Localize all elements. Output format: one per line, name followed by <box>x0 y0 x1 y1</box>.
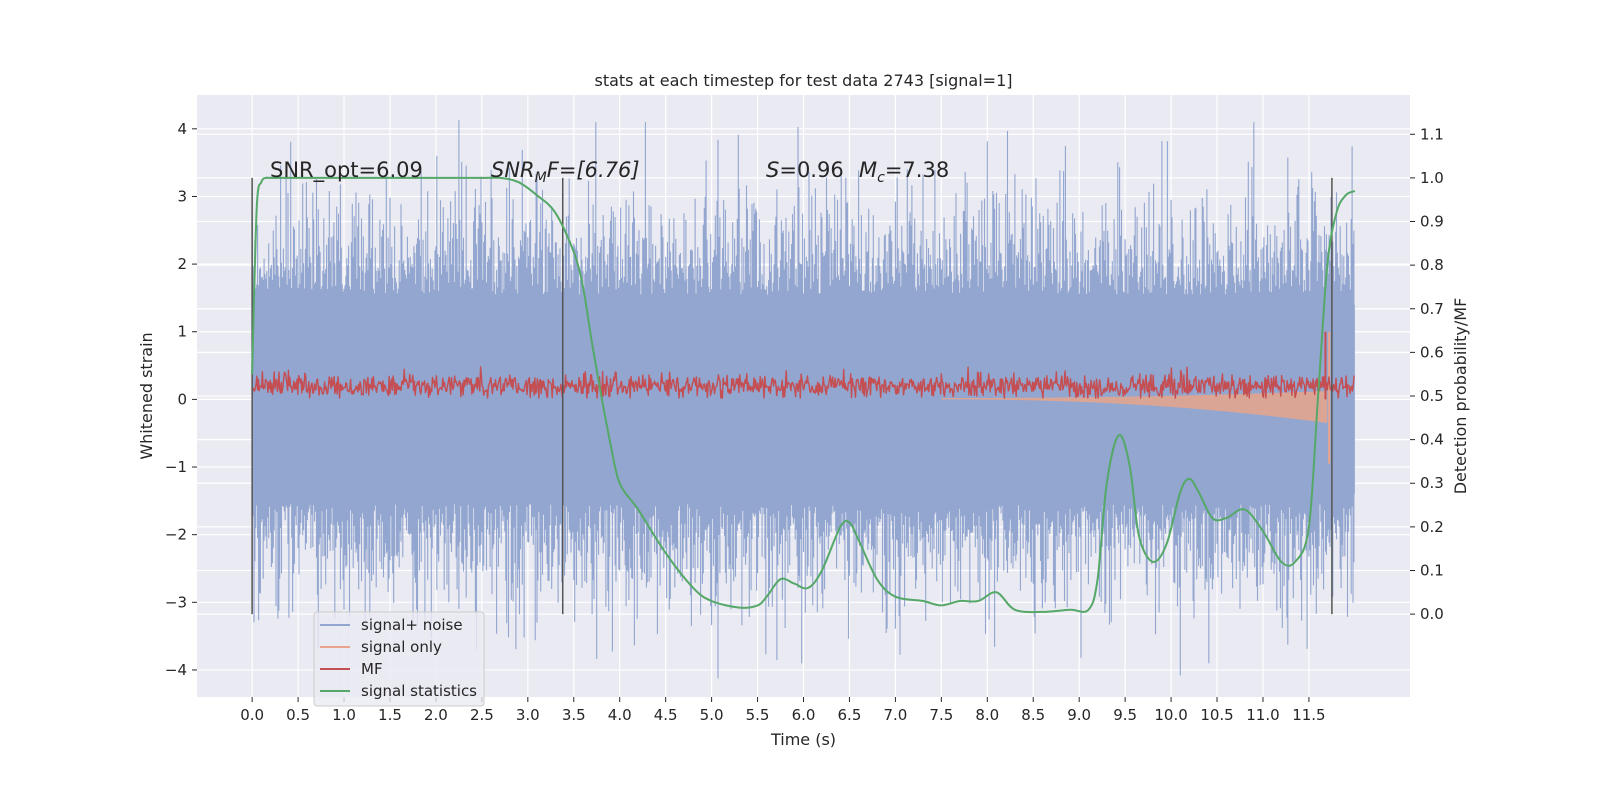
x-tick-label: 11.5 <box>1292 706 1325 724</box>
y-axis-label-left: Whitened strain <box>137 332 156 459</box>
y-tick-label-left: 2 <box>177 255 187 273</box>
x-tick-label: 4.0 <box>608 706 632 724</box>
y-tick-label-left: 3 <box>177 187 187 205</box>
y-tick-label-right: 0.3 <box>1420 474 1444 492</box>
y-tick-label-right: 0.1 <box>1420 561 1444 579</box>
annotation-snr-mf-rest: F=[6.76] <box>547 158 640 182</box>
y-tick-label-left: 1 <box>177 323 187 341</box>
annotation-snr-opt: SNR_opt=6.09 <box>270 158 423 183</box>
x-tick-label: 5.5 <box>746 706 770 724</box>
legend-label: signal statistics <box>361 682 477 700</box>
y-tick-label-right: 0.4 <box>1420 431 1444 449</box>
y-axis-label-right: Detection probability/MF <box>1451 298 1470 495</box>
y-tick-label-right: 0.6 <box>1420 343 1444 361</box>
y-tick-label-right: 0.2 <box>1420 518 1444 536</box>
annotation-s: S=0.96 <box>766 158 844 182</box>
annotation-snr-mf-sub: M <box>535 170 547 186</box>
y-tick-label-left: −3 <box>165 593 187 611</box>
x-tick-label: 3.0 <box>516 706 540 724</box>
y-tick-label-left: −1 <box>165 458 187 476</box>
x-tick-label: 11.0 <box>1246 706 1279 724</box>
x-tick-label: 1.0 <box>332 706 356 724</box>
x-tick-label: 6.0 <box>792 706 816 724</box>
vertical-markers <box>251 177 1333 615</box>
y-axis-left-ticks: −4 −3 −2 −1 0 1 2 3 4 <box>165 120 197 679</box>
signal-only-trace <box>941 390 1328 424</box>
x-tick-label: 10.5 <box>1200 706 1233 724</box>
y-tick-label-right: 0.9 <box>1420 213 1444 231</box>
y-tick-label-right: 0.0 <box>1420 605 1444 623</box>
annotation-s-rest: =0.96 <box>779 158 843 182</box>
annotations: SNR_opt=6.09 SNRMF=[6.76] S=0.96 Mc=7.38 <box>270 158 949 186</box>
x-tick-label: 5.0 <box>700 706 724 724</box>
x-axis-label: Time (s) <box>770 730 836 749</box>
y-tick-label-right: 0.5 <box>1420 387 1444 405</box>
annotation-mc-sub: c <box>877 170 885 186</box>
annotation-snr-mf: SNRMF=[6.76] <box>491 158 640 186</box>
x-tick-label: 0.0 <box>240 706 264 724</box>
x-tick-label: 9.5 <box>1113 706 1137 724</box>
y-tick-label-left: −2 <box>165 526 187 544</box>
annotation-mc-main: M <box>859 158 877 182</box>
signal-statistics-series <box>251 176 1356 614</box>
x-tick-label: 0.5 <box>286 706 310 724</box>
x-tick-label: 10.0 <box>1154 706 1187 724</box>
signal-only-series <box>941 331 1331 464</box>
y-tick-label-right: 1.1 <box>1420 125 1444 143</box>
chart-title: stats at each timestep for test data 274… <box>594 71 1012 90</box>
y-tick-label-right: 1.0 <box>1420 169 1444 187</box>
y-tick-label-left: −4 <box>165 661 187 679</box>
x-tick-label: 8.0 <box>975 706 999 724</box>
y-axis-right-ticks: 0.0 0.1 0.2 0.3 0.4 0.5 0.6 0.7 0.8 0.9 1.0 1.1 <box>1410 125 1444 623</box>
x-tick-label: 4.5 <box>654 706 678 724</box>
mf-trace <box>251 366 1355 399</box>
legend: signal+ noise signal only MF signal statist… <box>313 611 485 707</box>
legend-label: MF <box>361 660 383 678</box>
mf-series <box>251 331 1355 400</box>
annotation-mc: Mc=7.38 <box>859 158 949 186</box>
x-tick-label: 8.5 <box>1021 706 1045 724</box>
y-tick-label-left: 4 <box>177 120 187 138</box>
x-axis-ticks: 0.0 0.5 1.0 1.5 2.0 2.5 3.0 3.5 4.0 4.5 5.0 5.5 6.0 6… <box>240 697 1326 724</box>
signal-statistics-line <box>251 176 1356 614</box>
x-tick-label: 6.5 <box>838 706 862 724</box>
y-tick-label-left: 0 <box>177 390 187 408</box>
y-tick-label-right: 0.7 <box>1420 300 1444 318</box>
y-tick-label-right: 0.8 <box>1420 256 1444 274</box>
x-tick-label: 9.0 <box>1067 706 1091 724</box>
x-tick-label: 2.5 <box>470 706 494 724</box>
x-tick-label: 7.0 <box>883 706 907 724</box>
x-tick-label: 7.5 <box>929 706 953 724</box>
annotation-s-italic: S <box>766 158 779 182</box>
x-tick-label: 1.5 <box>378 706 402 724</box>
legend-box <box>313 611 485 707</box>
x-tick-label: 2.0 <box>424 706 448 724</box>
annotation-snr-mf-main: SNR <box>491 158 535 182</box>
annotation-mc-rest: =7.38 <box>885 158 949 182</box>
legend-label: signal+ noise <box>361 616 463 634</box>
legend-label: signal only <box>361 638 442 656</box>
x-tick-label: 3.5 <box>562 706 586 724</box>
